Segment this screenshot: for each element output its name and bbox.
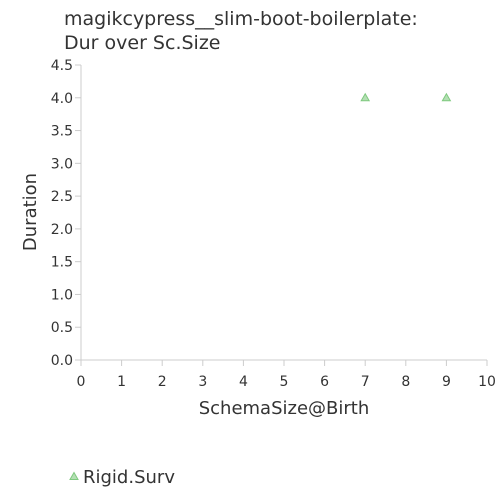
x-tick-label: 3 <box>198 374 207 390</box>
y-tick-label: 4.0 <box>51 91 73 107</box>
x-tick-label: 10 <box>478 374 496 390</box>
y-tick-label: 4.5 <box>51 58 73 74</box>
legend-label: Rigid.Surv <box>83 467 175 488</box>
y-axis-ticks: 0.0 0.5 1.0 1.5 2.0 2.5 3.0 3.5 4.0 4.5 <box>51 58 81 369</box>
y-tick-label: 3.5 <box>51 124 73 140</box>
x-tick-label: 2 <box>158 374 167 390</box>
x-tick-label: 7 <box>361 374 370 390</box>
y-tick-label: 2.5 <box>51 189 73 205</box>
x-tick-label: 0 <box>77 374 86 390</box>
data-point-triangle <box>442 94 450 101</box>
x-tick-label: 9 <box>442 374 451 390</box>
y-tick-label: 0.5 <box>51 320 73 336</box>
data-points <box>361 94 450 101</box>
x-tick-label: 8 <box>401 374 410 390</box>
y-tick-label: 2.0 <box>51 222 73 238</box>
x-axis-ticks: 0 1 2 3 4 5 6 7 8 9 10 <box>77 360 496 390</box>
x-tick-label: 6 <box>320 374 329 390</box>
x-tick-label: 1 <box>117 374 126 390</box>
y-tick-label: 3.0 <box>51 156 73 172</box>
y-tick-label: 1.5 <box>51 255 73 271</box>
y-tick-label: 0.0 <box>51 353 73 369</box>
x-tick-label: 4 <box>239 374 248 390</box>
chart-title-line-1: magikcypress__slim-boot-boilerplate: <box>64 8 418 30</box>
x-tick-label: 5 <box>280 374 289 390</box>
legend-marker-triangle-icon <box>70 473 78 480</box>
y-axis-label: Duration <box>20 173 41 251</box>
legend: Rigid.Surv <box>70 467 175 488</box>
x-axis-label: SchemaSize@Birth <box>199 398 370 419</box>
y-tick-label: 1.0 <box>51 287 73 303</box>
chart-title-line-2: Dur over Sc.Size <box>64 32 220 54</box>
data-point-triangle <box>361 94 369 101</box>
